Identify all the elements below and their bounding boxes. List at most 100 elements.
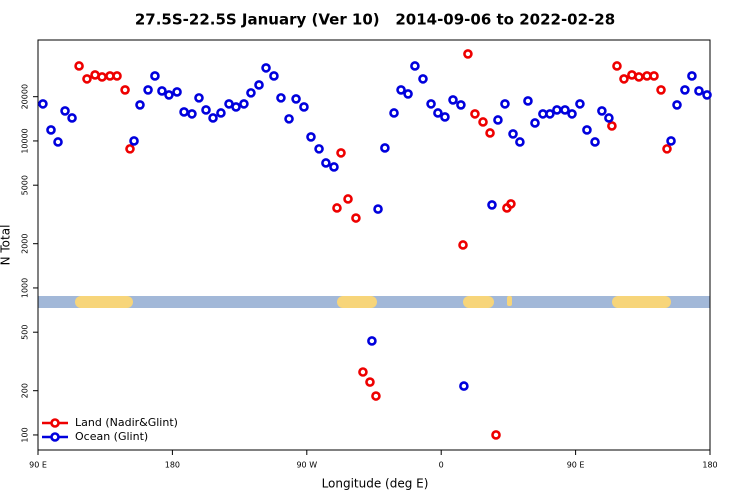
point xyxy=(493,115,503,125)
point xyxy=(662,144,672,154)
point xyxy=(299,102,309,112)
point xyxy=(487,200,497,210)
x-tick-label: 180 xyxy=(702,461,717,470)
point xyxy=(351,213,361,223)
point xyxy=(530,118,540,128)
point xyxy=(112,71,122,81)
point xyxy=(612,61,622,71)
point xyxy=(702,90,712,100)
point xyxy=(321,158,331,168)
point xyxy=(150,71,160,81)
point xyxy=(46,125,56,135)
x-tick-label: 90 E xyxy=(29,461,47,470)
point xyxy=(291,94,301,104)
point xyxy=(607,121,617,131)
legend-marker xyxy=(50,432,60,442)
point xyxy=(135,100,145,110)
point xyxy=(276,93,286,103)
legend-label: Land (Nadir&Glint) xyxy=(75,416,178,429)
point xyxy=(336,148,346,158)
point xyxy=(371,391,381,401)
point xyxy=(179,107,189,117)
x-tick-label: 90 W xyxy=(296,461,317,470)
point xyxy=(172,87,182,97)
point xyxy=(582,125,592,135)
point xyxy=(523,96,533,106)
point xyxy=(367,336,377,346)
land-strip xyxy=(612,296,671,308)
point xyxy=(590,137,600,147)
point xyxy=(373,204,383,214)
y-tick-label: 2000 xyxy=(21,234,30,254)
point xyxy=(500,99,510,109)
point xyxy=(456,100,466,110)
land-strip xyxy=(463,296,494,308)
point xyxy=(458,240,468,250)
point xyxy=(459,381,469,391)
point xyxy=(306,132,316,142)
point xyxy=(448,95,458,105)
point xyxy=(478,117,488,127)
y-tick-label: 100 xyxy=(21,427,30,442)
point xyxy=(680,85,690,95)
point xyxy=(314,144,324,154)
y-tick-label: 10000 xyxy=(21,128,30,153)
point xyxy=(164,90,174,100)
land-strip xyxy=(337,296,377,308)
point xyxy=(216,108,226,118)
point xyxy=(426,99,436,109)
point xyxy=(208,113,218,123)
point xyxy=(687,71,697,81)
point xyxy=(38,99,48,109)
x-axis-label: Longitude (deg E) xyxy=(322,477,429,491)
point xyxy=(60,106,70,116)
point xyxy=(194,93,204,103)
point xyxy=(67,113,77,123)
land-strip xyxy=(75,296,133,308)
point xyxy=(120,85,130,95)
y-axis-label: N Total xyxy=(0,225,13,266)
legend-marker xyxy=(50,418,60,428)
point xyxy=(82,74,92,84)
point xyxy=(201,105,211,115)
point xyxy=(332,203,342,213)
point xyxy=(358,367,368,377)
point xyxy=(694,86,704,96)
point xyxy=(129,136,139,146)
point xyxy=(74,61,84,71)
y-tick-label: 20000 xyxy=(21,84,30,109)
point xyxy=(672,100,682,110)
point xyxy=(284,114,294,124)
x-tick-label: 180 xyxy=(165,461,180,470)
point xyxy=(545,109,555,119)
point xyxy=(187,109,197,119)
point xyxy=(231,102,241,112)
point xyxy=(143,85,153,95)
point xyxy=(440,112,450,122)
point xyxy=(246,88,256,98)
point xyxy=(470,109,480,119)
point xyxy=(463,49,473,59)
point xyxy=(365,377,375,387)
point xyxy=(515,137,525,147)
point xyxy=(403,89,413,99)
y-tick-label: 1000 xyxy=(21,278,30,298)
point xyxy=(656,85,666,95)
point xyxy=(396,85,406,95)
y-tick-label: 500 xyxy=(21,325,30,340)
x-tick-label: 0 xyxy=(439,461,444,470)
point xyxy=(125,144,135,154)
point xyxy=(619,74,629,84)
plot-frame xyxy=(37,39,711,451)
y-tick-label: 200 xyxy=(21,383,30,398)
x-tick-label: 90 E xyxy=(567,461,585,470)
point xyxy=(491,430,501,440)
point xyxy=(269,71,279,81)
point xyxy=(604,113,614,123)
point xyxy=(410,61,420,71)
point xyxy=(575,99,585,109)
point xyxy=(560,105,570,115)
point xyxy=(329,162,339,172)
